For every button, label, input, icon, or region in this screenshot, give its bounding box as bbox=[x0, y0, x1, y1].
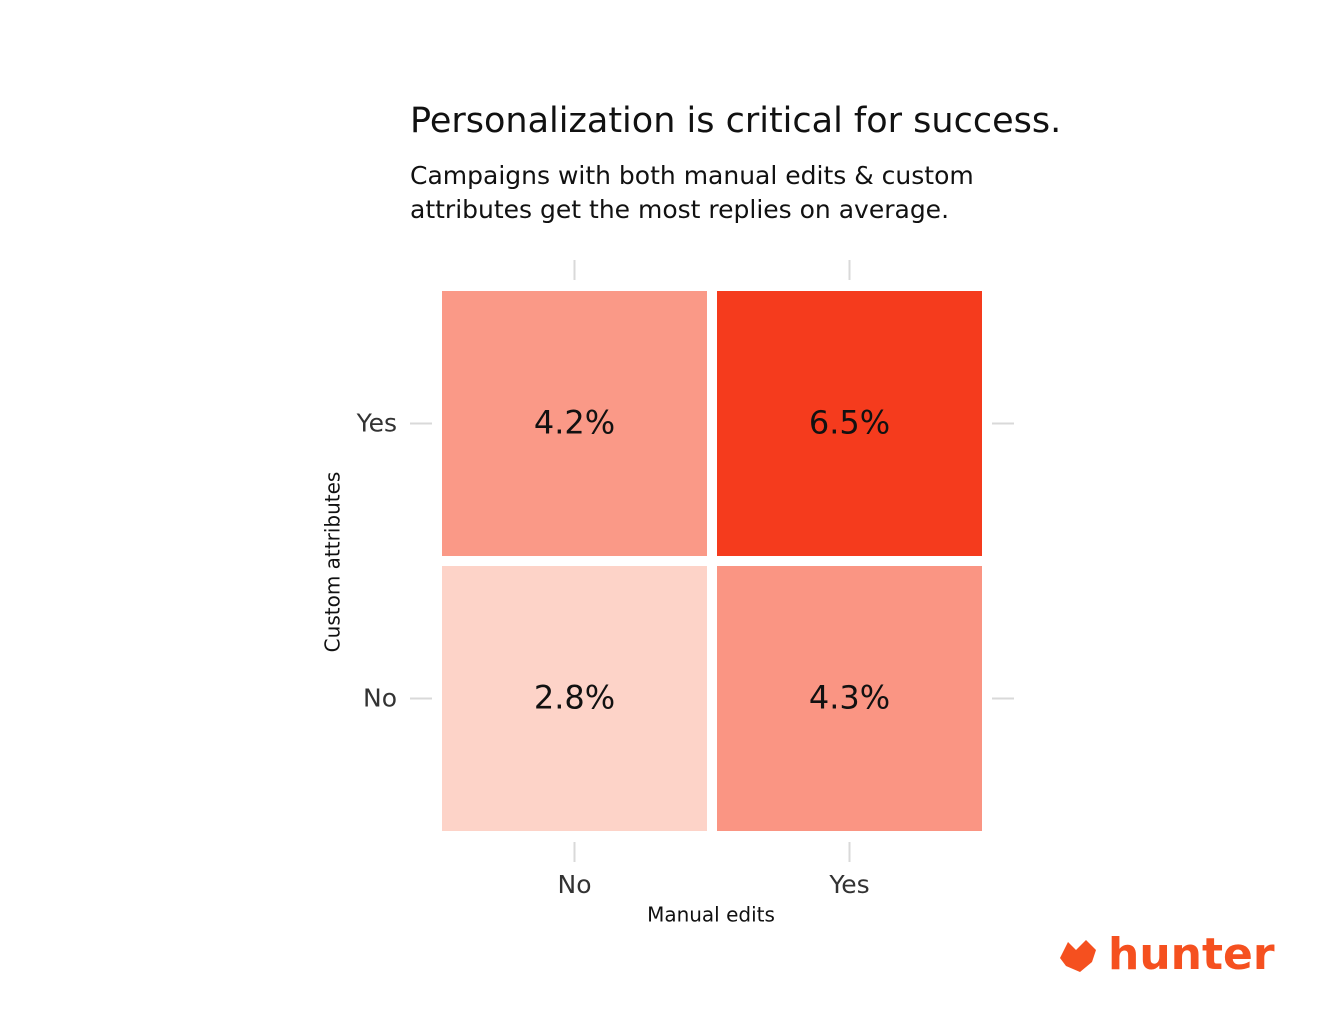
y-axis-title: Custom attributes bbox=[321, 472, 345, 653]
heatmap-cell bbox=[717, 566, 982, 831]
brand-logo: hunter bbox=[1060, 929, 1275, 980]
heatmap-cell bbox=[717, 291, 982, 556]
value-label: 4.2% bbox=[534, 404, 615, 442]
x-axis-title: Manual edits bbox=[647, 903, 775, 927]
heatmap-cell bbox=[442, 291, 707, 556]
x-tick-label: Yes bbox=[828, 870, 869, 899]
value-label: 6.5% bbox=[809, 404, 890, 442]
chart-subtitle: Campaigns with both manual edits & custo… bbox=[410, 161, 974, 190]
heatmap-cell bbox=[442, 566, 707, 831]
chart-subtitle: attributes get the most replies on avera… bbox=[410, 195, 949, 224]
chart-title: Personalization is critical for success. bbox=[410, 101, 1061, 141]
logo-text: hunter bbox=[1108, 929, 1275, 980]
logo-icon bbox=[1060, 940, 1096, 972]
value-label: 4.3% bbox=[809, 679, 890, 717]
y-tick-label: Yes bbox=[356, 409, 397, 438]
y-tick-label: No bbox=[363, 684, 397, 713]
x-tick-label: No bbox=[558, 870, 592, 899]
value-label: 2.8% bbox=[534, 679, 615, 717]
